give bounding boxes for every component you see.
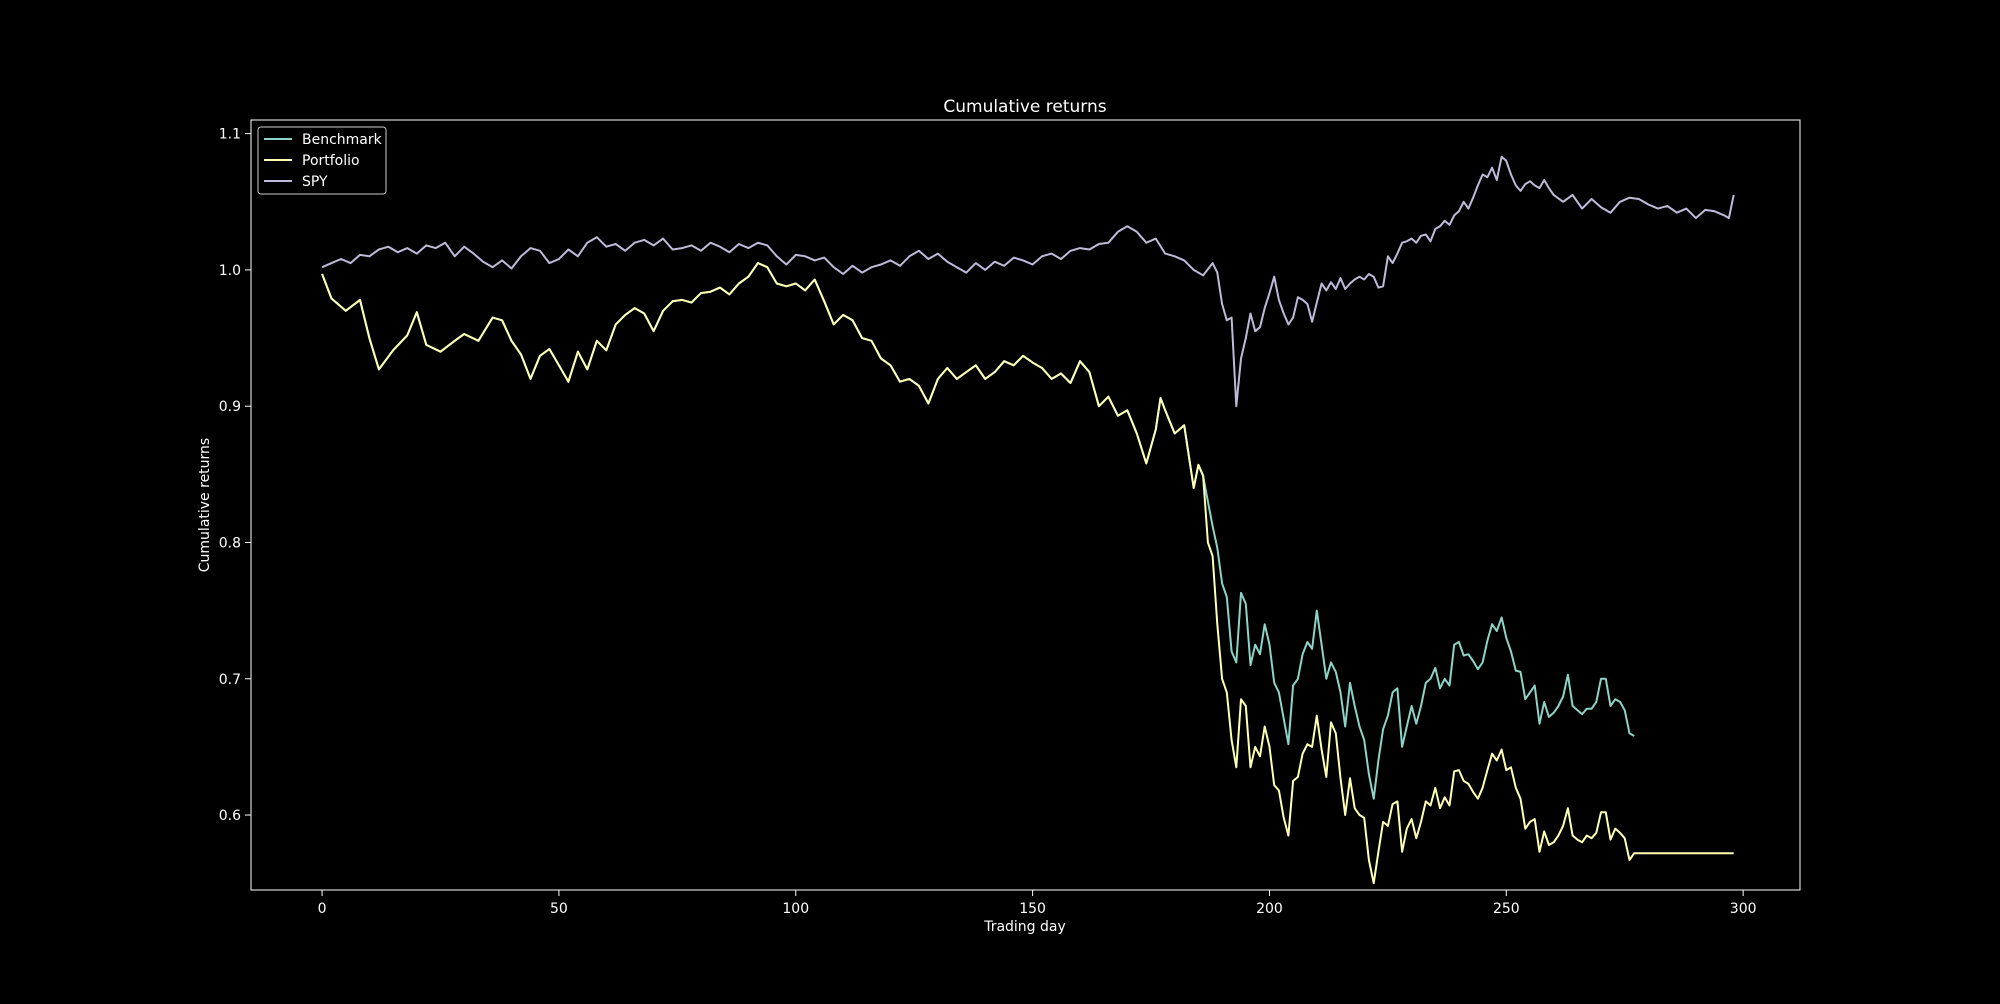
y-axis: 0.6 0.7 0.8 0.9 1.0 1.1 <box>219 127 251 824</box>
x-tick-label: 0 <box>318 901 327 917</box>
legend-box <box>257 126 387 195</box>
legend-label-portfolio: Portfolio <box>302 153 360 169</box>
x-tick-label: 300 <box>1730 901 1757 917</box>
legend: Benchmark Portfolio SPY <box>257 126 387 195</box>
x-axis: 0 50 100 150 200 250 300 <box>318 890 1757 917</box>
x-tick-label: 150 <box>1019 901 1046 917</box>
chart-title: Cumulative returns <box>943 97 1106 117</box>
y-tick-label: 0.7 <box>219 672 241 688</box>
y-tick-label: 1.0 <box>219 263 241 279</box>
y-tick-label: 0.9 <box>219 399 241 415</box>
plot-lines <box>321 155 1735 885</box>
x-tick-label: 200 <box>1256 901 1283 917</box>
y-axis-label: Cumulative returns <box>197 438 213 572</box>
x-tick-label: 100 <box>782 901 809 917</box>
x-tick-label: 50 <box>550 901 568 917</box>
y-tick-label: 1.1 <box>219 127 241 143</box>
series-line-spy <box>321 155 1735 408</box>
x-tick-label: 250 <box>1493 901 1520 917</box>
plot-frame <box>250 119 1801 891</box>
legend-label-spy: SPY <box>302 174 328 190</box>
y-tick-label: 0.6 <box>219 808 241 824</box>
legend-label-benchmark: Benchmark <box>302 132 383 148</box>
y-tick-label: 0.8 <box>219 535 241 551</box>
series-line-portfolio <box>321 262 1734 885</box>
x-axis-label: Trading day <box>983 919 1066 935</box>
